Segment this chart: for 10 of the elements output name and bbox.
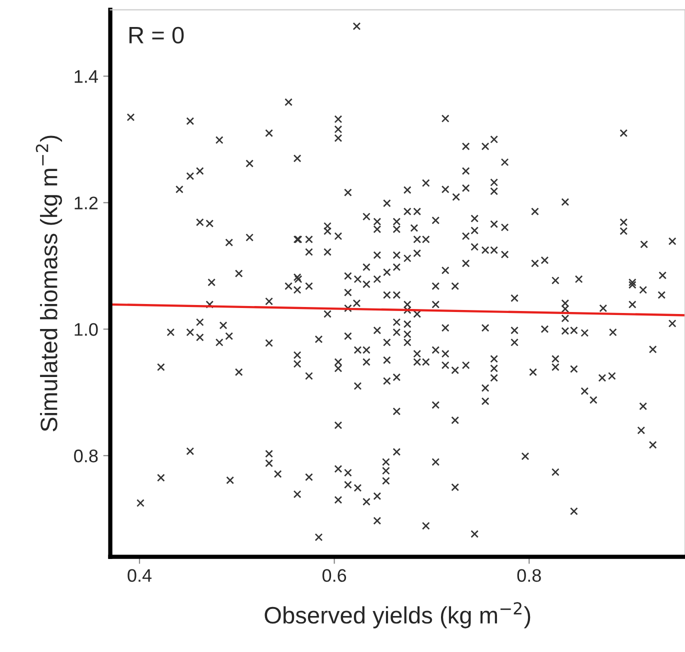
- y-tick-label: 1.0: [74, 323, 98, 336]
- x-axis-title: Observed yields (kg m$^{−2}$): [264, 602, 530, 628]
- annotation: R = 0: [129, 26, 184, 44]
- x-tick-label: 0.6: [322, 569, 346, 582]
- y-axis-title: Simulated biomass (kg m$^{−2}$): [36, 136, 62, 432]
- y-tick-label: 1.2: [74, 196, 98, 210]
- x-tick-label: 0.4: [128, 569, 152, 582]
- y-tick-label: 0.8: [74, 450, 98, 462]
- x-tick-label: 0.8: [517, 569, 541, 582]
- y-tick-label: 1.4: [74, 70, 98, 83]
